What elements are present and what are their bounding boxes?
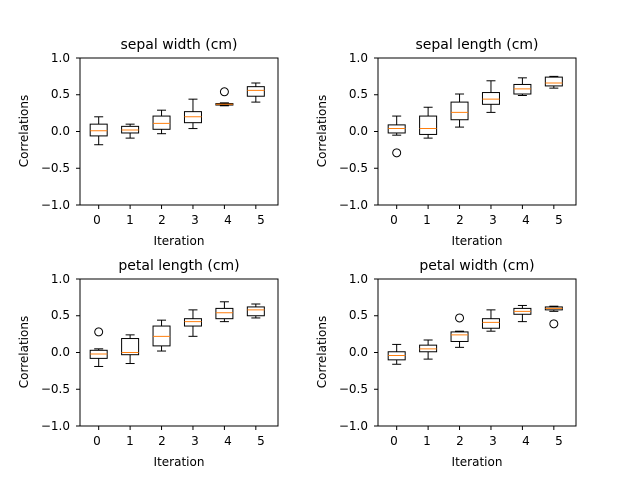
y-tick-label: −0.5 (41, 161, 70, 175)
subplot-sepal-length: sepal length (cm) Correlations Iteration… (315, 37, 577, 248)
y-tick-label: −0.5 (339, 161, 368, 175)
x-tick-label: 4 (224, 213, 232, 227)
x-axis-label: Iteration (154, 455, 205, 469)
x-tick-label: 1 (126, 213, 134, 227)
subplot-title: petal width (cm) (419, 258, 534, 274)
outlier-point (94, 327, 104, 337)
x-tick-labels: 0 1 2 3 4 5 (390, 213, 563, 227)
axes-frame (79, 57, 279, 206)
axes-frame (79, 278, 279, 427)
box-iqr (152, 115, 171, 130)
subplot-title: sepal length (cm) (415, 37, 538, 53)
x-tick-label: 4 (522, 434, 530, 448)
x-tick-label: 3 (191, 434, 199, 448)
y-tick-label: 0.5 (51, 87, 70, 101)
box-iqr (183, 318, 202, 327)
box-iqr (481, 92, 500, 105)
y-tick-labels: −1.0 −0.5 0.0 0.5 1.0 (41, 272, 70, 433)
box-layer (76, 278, 265, 430)
box-iqr (544, 76, 563, 87)
subplot-title: sepal width (cm) (120, 37, 237, 53)
x-tick-label: 3 (489, 213, 497, 227)
y-tick-label: 0.5 (51, 308, 70, 322)
y-tick-labels: −1.0 −0.5 0.0 0.5 1.0 (41, 51, 70, 212)
box-iqr (481, 318, 500, 329)
subplot-sepal-width: sepal width (cm) Correlations Iteration … (17, 37, 279, 248)
y-tick-label: 0.5 (349, 308, 368, 322)
x-tick-label: 3 (489, 434, 497, 448)
x-tick-label: 0 (390, 434, 398, 448)
x-tick-label: 2 (158, 434, 166, 448)
axes-frame (377, 278, 577, 427)
x-tick-label: 4 (224, 434, 232, 448)
x-tick-label: 5 (257, 213, 265, 227)
y-tick-label: −1.0 (41, 419, 70, 433)
y-tick-label: −1.0 (339, 198, 368, 212)
box-layer (76, 57, 265, 209)
y-tick-label: 1.0 (349, 272, 368, 286)
x-tick-label: 1 (423, 434, 431, 448)
x-tick-labels: 0 1 2 3 4 5 (93, 434, 265, 448)
x-axis-label: Iteration (452, 234, 503, 248)
box-iqr (450, 101, 469, 121)
y-tick-label: −0.5 (41, 382, 70, 396)
axes-frame (377, 57, 577, 206)
subplot-petal-length: petal length (cm) Correlations Iteration… (17, 258, 279, 469)
x-tick-label: 4 (522, 213, 530, 227)
y-tick-labels: −1.0 −0.5 0.0 0.5 1.0 (339, 272, 368, 433)
box-iqr (215, 307, 234, 320)
box-layer (374, 278, 563, 430)
y-axis-label: Correlations (315, 316, 329, 388)
y-tick-label: 0.0 (349, 345, 368, 359)
outlier-point (392, 148, 402, 158)
x-tick-label: 1 (126, 434, 134, 448)
x-tick-label: 5 (555, 213, 563, 227)
y-tick-label: −1.0 (41, 198, 70, 212)
x-axis-label: Iteration (452, 455, 503, 469)
x-tick-label: 5 (555, 434, 563, 448)
subplot-petal-width: petal width (cm) Correlations Iteration … (315, 258, 577, 469)
y-tick-label: 0.0 (349, 124, 368, 138)
box-iqr (419, 115, 438, 135)
y-tick-label: 0.0 (51, 345, 70, 359)
y-axis-label: Correlations (17, 316, 31, 388)
x-tick-label: 0 (93, 434, 101, 448)
x-tick-label: 1 (423, 213, 431, 227)
x-tick-label: 2 (158, 213, 166, 227)
outlier-point (455, 313, 465, 323)
box-iqr (246, 306, 265, 317)
y-tick-label: −0.5 (339, 382, 368, 396)
y-tick-labels: −1.0 −0.5 0.0 0.5 1.0 (339, 51, 368, 212)
box-iqr (89, 123, 108, 137)
y-tick-label: 1.0 (51, 272, 70, 286)
y-tick-label: 0.0 (51, 124, 70, 138)
x-tick-label: 0 (93, 213, 101, 227)
x-axis-label: Iteration (154, 234, 205, 248)
subplot-title: petal length (cm) (118, 258, 239, 274)
y-tick-label: −1.0 (339, 419, 368, 433)
box-iqr (121, 338, 140, 356)
x-tick-label: 2 (456, 213, 464, 227)
y-axis-label: Correlations (315, 95, 329, 167)
y-tick-label: 1.0 (51, 51, 70, 65)
box-iqr (450, 331, 469, 342)
x-tick-label: 3 (191, 213, 199, 227)
box-layer (374, 57, 563, 209)
y-axis-label: Correlations (17, 95, 31, 167)
x-tick-label: 5 (257, 434, 265, 448)
outlier-point (219, 87, 229, 97)
outlier-point (549, 319, 559, 329)
x-tick-label: 0 (390, 213, 398, 227)
box-iqr (246, 86, 265, 97)
x-tick-labels: 0 1 2 3 4 5 (93, 213, 265, 227)
y-tick-label: 0.5 (349, 87, 368, 101)
y-tick-label: 1.0 (349, 51, 368, 65)
x-tick-labels: 0 1 2 3 4 5 (390, 434, 563, 448)
x-tick-label: 2 (456, 434, 464, 448)
